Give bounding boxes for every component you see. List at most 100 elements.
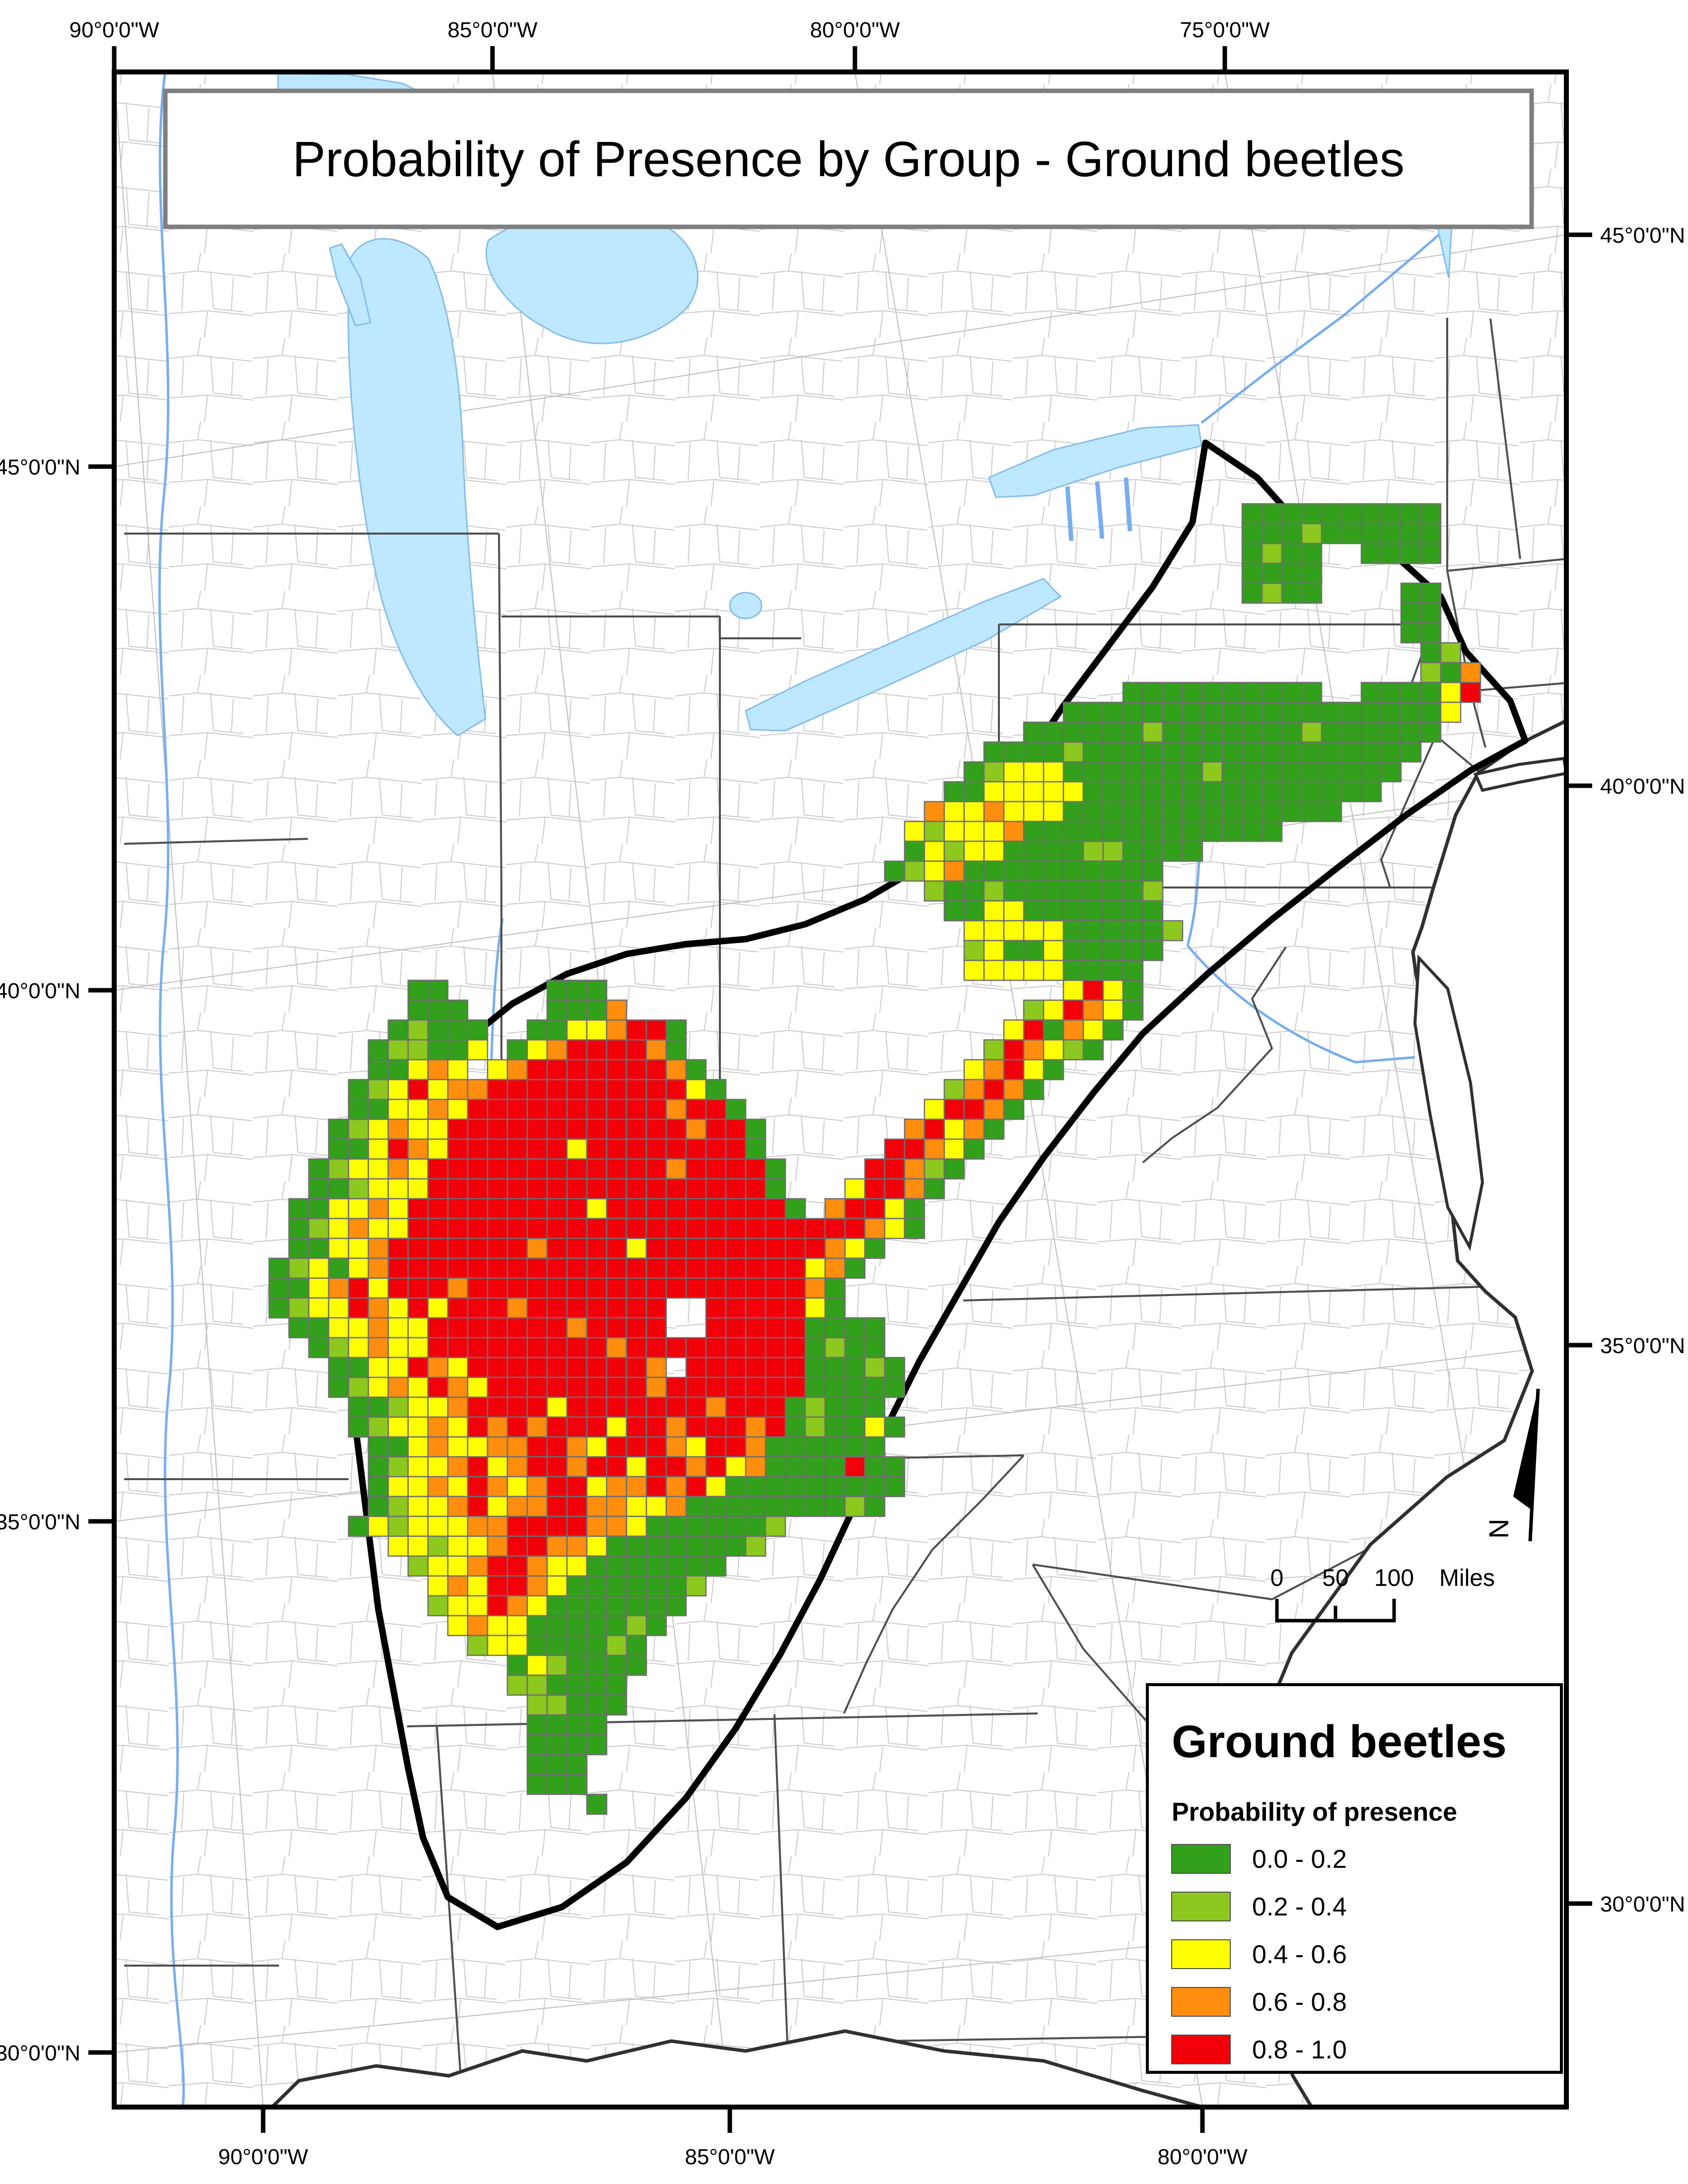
grid-cell — [487, 1595, 508, 1617]
grid-cell — [804, 1317, 826, 1339]
grid-cell — [844, 1357, 866, 1378]
grid-cell — [407, 1059, 429, 1081]
grid-cell — [844, 1416, 866, 1438]
grid-cell — [387, 1257, 409, 1279]
grid-cell — [606, 1357, 628, 1378]
grid-cell — [1162, 682, 1184, 703]
grid-cell — [1400, 741, 1422, 763]
grid-cell — [1003, 900, 1025, 922]
grid-cell — [626, 1098, 647, 1120]
grid-cell — [1221, 820, 1243, 842]
grid-cell — [1043, 959, 1064, 981]
grid-cell — [844, 1198, 866, 1220]
grid-cell — [606, 1674, 628, 1696]
grid-cell — [606, 1396, 628, 1418]
grid-cell — [586, 1456, 608, 1478]
grid-cell — [1122, 940, 1144, 961]
grid-cell — [1420, 701, 1442, 723]
grid-cell — [506, 1138, 528, 1160]
grid-cell — [526, 1555, 548, 1577]
grid-cell — [328, 1218, 350, 1239]
grid-cell — [586, 1496, 608, 1517]
grid-cell — [606, 1436, 628, 1458]
grid-cell — [1221, 721, 1243, 743]
grid-cell — [546, 1079, 568, 1100]
grid-cell — [725, 1317, 747, 1339]
grid-cell — [904, 1138, 925, 1160]
grid-cell — [407, 1098, 429, 1120]
lake-st-clair — [729, 592, 763, 619]
grid-cell — [586, 1595, 608, 1617]
grid-cell — [467, 1376, 489, 1398]
grid-cell — [963, 880, 985, 902]
grid-cell — [1420, 622, 1442, 644]
grid-cell — [626, 1376, 647, 1398]
grid-cell — [348, 1357, 369, 1378]
grid-cell — [407, 1297, 429, 1319]
grid-cell — [844, 1178, 866, 1200]
grid-cell — [705, 1158, 727, 1180]
grid-cell — [645, 1337, 667, 1359]
grid-cell — [606, 1118, 628, 1140]
grid-cell — [606, 1575, 628, 1597]
grid-cell — [626, 1277, 647, 1299]
grid-cell — [566, 1297, 588, 1319]
grid-cell — [725, 1396, 747, 1418]
grid-cell — [546, 1615, 568, 1637]
grid-cell — [407, 1456, 429, 1478]
grid-cell — [1420, 543, 1442, 564]
grid-cell — [725, 1158, 747, 1180]
grid-cell — [566, 1357, 588, 1378]
grid-cell — [526, 1595, 548, 1617]
grid-cell — [1003, 1059, 1025, 1081]
grid-cell — [765, 1158, 786, 1180]
grid-cell — [1062, 1039, 1084, 1061]
coordinate-label: 35°0'0"N — [1600, 1334, 1685, 1358]
grid-cell — [824, 1496, 846, 1517]
grid-cell — [1360, 721, 1382, 743]
grid-cell — [923, 801, 945, 822]
grid-cell — [705, 1535, 727, 1557]
grid-cell — [1301, 701, 1323, 723]
grid-cell — [467, 1317, 489, 1339]
grid-cell — [586, 1575, 608, 1597]
grid-cell — [387, 1376, 409, 1398]
grid-cell — [1122, 920, 1144, 942]
grid-cell — [586, 1436, 608, 1458]
grid-cell — [645, 1476, 667, 1498]
grid-cell — [1043, 1059, 1064, 1081]
grid-cell — [824, 1277, 846, 1299]
lake-erie — [745, 578, 1062, 732]
grid-cell — [566, 1079, 588, 1100]
grid-cell — [1420, 602, 1442, 624]
grid-cell — [526, 1674, 548, 1696]
grid-cell — [586, 979, 608, 1001]
grid-cell — [645, 1277, 667, 1299]
grid-cell — [983, 761, 1005, 783]
grid-cell — [526, 1059, 548, 1081]
grid-cell — [1062, 999, 1084, 1021]
grid-cell — [506, 1555, 528, 1577]
grid-cell — [328, 1257, 350, 1279]
grid-cell — [1400, 543, 1422, 564]
grid-cell — [725, 1496, 747, 1517]
grid-cell — [1281, 761, 1303, 783]
scale-bar-label: 100 — [1374, 1565, 1414, 1591]
grid-cell — [586, 1535, 608, 1557]
grid-cell — [626, 1178, 647, 1200]
grid-cell — [685, 1555, 707, 1577]
grid-cell — [745, 1218, 767, 1239]
grid-cell — [1043, 761, 1064, 783]
scale-bar-label: Miles — [1439, 1565, 1495, 1591]
grid-cell — [1162, 781, 1184, 803]
grid-cell — [665, 1098, 687, 1120]
grid-cell — [963, 1138, 985, 1160]
grid-cell — [685, 1476, 707, 1498]
grid-cell — [506, 1595, 528, 1617]
grid-cell — [665, 1039, 687, 1061]
grid-cell — [804, 1277, 826, 1299]
grid-cell — [328, 1138, 350, 1160]
grid-cell — [506, 1317, 528, 1339]
grid-cell — [804, 1297, 826, 1319]
